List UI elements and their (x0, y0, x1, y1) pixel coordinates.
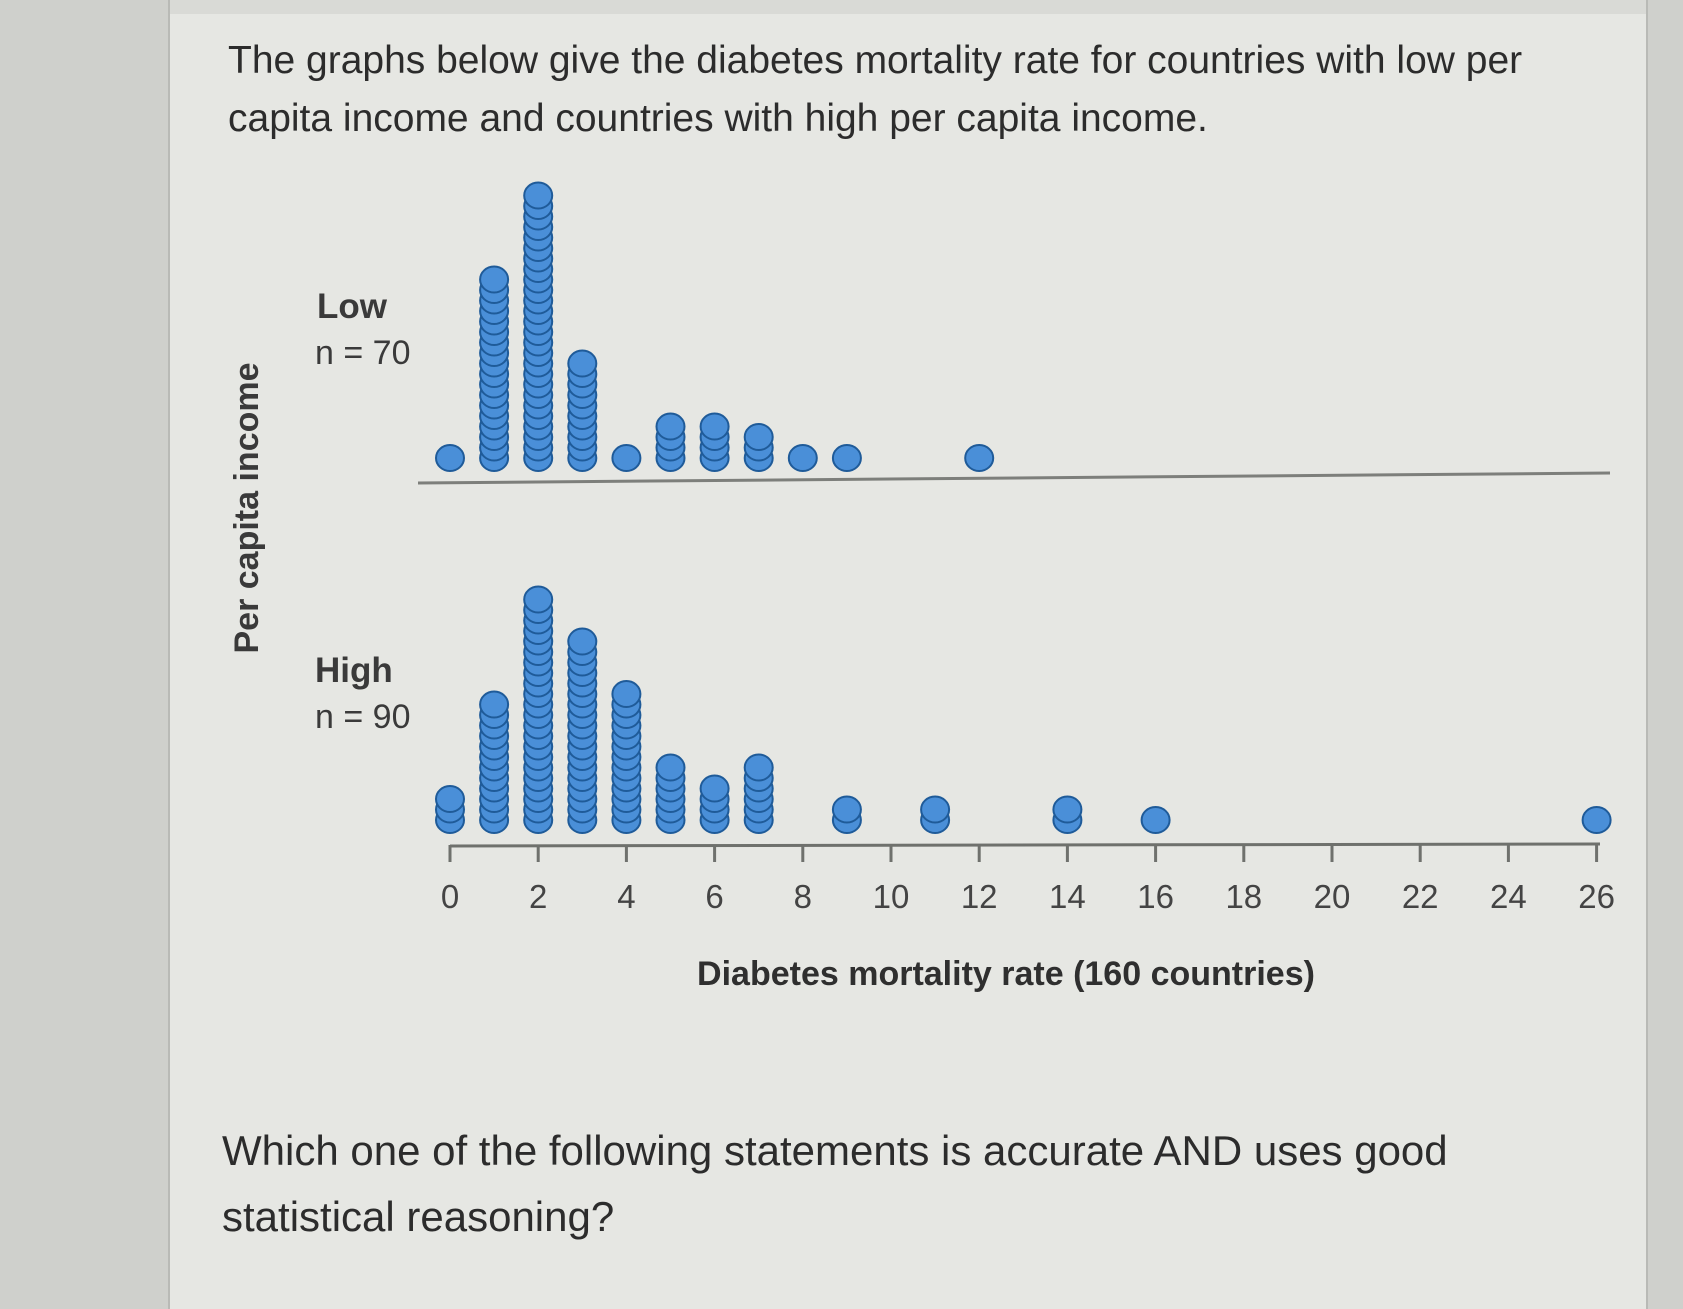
dot-point (611, 680, 642, 708)
dot-point (1140, 806, 1171, 834)
left-page-margin (0, 0, 170, 1309)
dot-point (1581, 806, 1612, 834)
dot-point (655, 412, 686, 441)
question-text: The graphs below give the diabetes morta… (228, 39, 1523, 140)
x-tick-label: 6 (705, 878, 723, 915)
dot-point (523, 181, 554, 210)
x-axis-ticks: 0 2 4 6 8 10 12 14 16 18 20 22 24 26 (441, 845, 1615, 915)
dot-point (920, 795, 951, 824)
high-income-dots (435, 585, 1612, 834)
low-group-label: Low (317, 287, 388, 326)
low-income-dots (435, 181, 995, 472)
x-axis-line (449, 842, 1601, 848)
low-panel-baseline (417, 471, 1611, 485)
dot-point (1052, 795, 1083, 824)
dot-point (964, 444, 995, 472)
dot-point (435, 444, 465, 472)
dot-point (567, 349, 598, 378)
x-tick-label: 22 (1402, 878, 1439, 915)
dot-point (435, 785, 465, 813)
x-tick-label: 2 (529, 878, 547, 915)
x-tick-label: 0 (441, 878, 459, 915)
x-tick-label: 26 (1578, 878, 1615, 915)
dot-point (523, 585, 554, 614)
prompt-text: Which one of the following statements is… (222, 1127, 1448, 1240)
dot-point (743, 753, 774, 782)
high-group-label: High (315, 651, 393, 690)
dot-point (787, 444, 818, 472)
dot-point (479, 690, 510, 719)
x-axis-label: Diabetes mortality rate (160 countries) (697, 955, 1315, 993)
x-tick-label: 12 (961, 878, 998, 915)
y-axis-label: Per capita income (228, 362, 266, 653)
x-tick-label: 18 (1225, 878, 1262, 915)
dot-point (611, 444, 642, 472)
x-tick-label: 24 (1490, 878, 1527, 915)
dot-point (831, 444, 862, 472)
x-tick-label: 10 (873, 878, 910, 915)
question-card (170, 14, 1646, 1309)
x-tick-label: 14 (1049, 878, 1086, 915)
dot-point (699, 412, 730, 441)
x-tick-label: 4 (617, 878, 635, 915)
x-tick-label: 16 (1137, 878, 1174, 915)
dot-point (567, 627, 598, 656)
x-tick-label: 8 (794, 878, 812, 915)
dot-point (655, 753, 686, 782)
dot-point (699, 774, 730, 803)
right-page-margin (1646, 0, 1683, 1309)
dot-point (479, 265, 510, 294)
dot-point (831, 795, 862, 824)
high-group-n: n = 90 (315, 698, 410, 736)
dot-point (743, 423, 774, 451)
low-group-n: n = 70 (315, 334, 410, 372)
x-tick-label: 20 (1314, 878, 1351, 915)
